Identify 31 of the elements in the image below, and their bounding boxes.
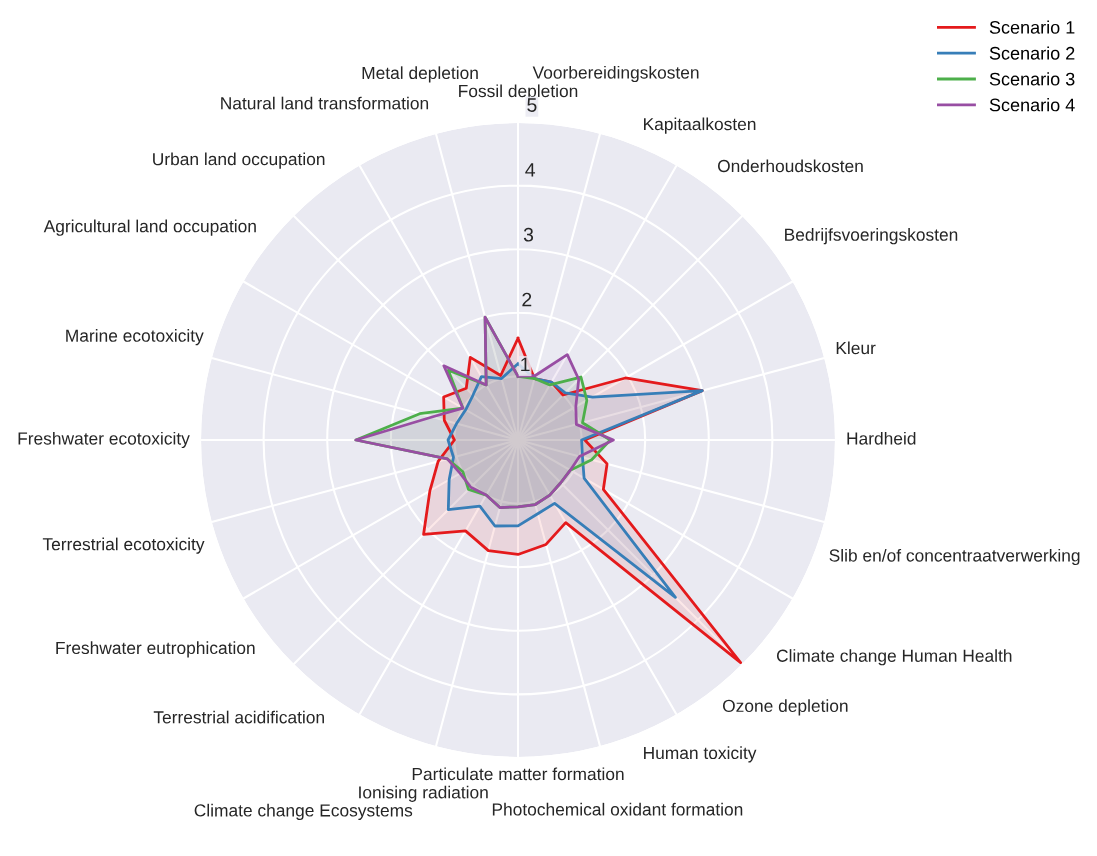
spoke-label: Kleur bbox=[836, 341, 876, 355]
legend-label: Scenario 3 bbox=[989, 72, 1075, 86]
spoke-label: Human toxicity bbox=[644, 746, 757, 763]
legend-label: Scenario 1 bbox=[989, 20, 1075, 34]
spoke-label: Freshwater ecotoxicity bbox=[18, 431, 190, 449]
y-tick-label: 4 bbox=[525, 163, 536, 177]
y-tick-label: 3 bbox=[523, 227, 534, 242]
spoke-label: Freshwater eutrophication bbox=[56, 641, 255, 658]
spoke-label: Particulate matter formation bbox=[412, 767, 624, 781]
spoke-label: Photochemical oxidant formation bbox=[492, 802, 743, 816]
spoke-label: Kapitaalkosten bbox=[644, 117, 756, 134]
spoke-label: Terrestrial acidification bbox=[153, 710, 324, 724]
spoke-label: Terrestrial ecotoxicity bbox=[42, 537, 205, 554]
spoke-label: Urban land occupation bbox=[153, 152, 325, 169]
spoke-label: Voorbereidingskosten bbox=[532, 65, 699, 83]
spoke-label: Bedrijfsvoeringskosten bbox=[785, 228, 958, 245]
spoke-label: Metal depletion bbox=[362, 66, 478, 83]
y-tick-label: 2 bbox=[522, 292, 532, 307]
y-tick-label: 1 bbox=[521, 357, 530, 372]
spoke-label: Climate change Ecosystems bbox=[194, 803, 413, 820]
spoke-label: Onderhoudskosten bbox=[717, 159, 863, 173]
spoke-label: Agricultural land occupation bbox=[43, 219, 256, 236]
spoke-label: Marine ecotoxicity bbox=[66, 329, 204, 346]
spoke-label: Hardheid bbox=[847, 431, 916, 445]
spoke-label: Natural land transformation bbox=[221, 96, 429, 110]
legend-label: Scenario 4 bbox=[989, 98, 1075, 112]
spoke-label: Ozone depletion bbox=[722, 699, 848, 716]
spoke-label: Slib en/of concentraatverwerking bbox=[829, 548, 1080, 566]
spoke-label: Climate change Human Health bbox=[776, 649, 1012, 666]
legend-label: Scenario 2 bbox=[989, 46, 1075, 60]
spoke-label: Ionising radiation bbox=[359, 785, 488, 802]
